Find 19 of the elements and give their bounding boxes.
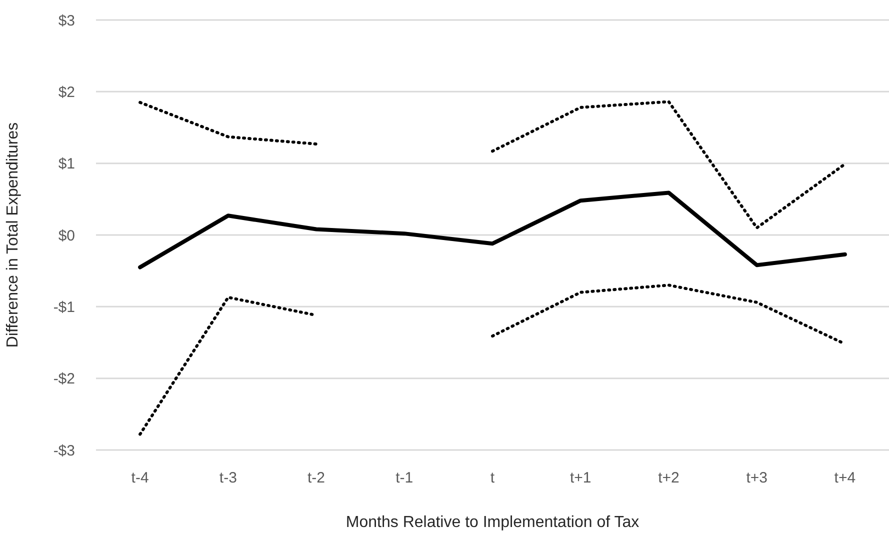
- y-tick-label: -$1: [53, 298, 75, 316]
- x-axis-title: Months Relative to Implementation of Tax: [346, 514, 640, 531]
- y-tick-label: -$3: [53, 442, 75, 460]
- y-tick-label: -$2: [53, 370, 75, 388]
- y-tick-label: $2: [58, 84, 75, 101]
- y-tick-label: $0: [58, 227, 75, 244]
- y-tick-label: $3: [58, 12, 75, 30]
- x-tick-label: t-1: [396, 470, 414, 487]
- x-tick-label: t: [490, 470, 496, 487]
- x-tick-label: t-2: [308, 470, 326, 487]
- x-tick-label: t+2: [658, 470, 680, 487]
- y-axis-title: Difference in Total Expenditures: [4, 122, 22, 348]
- x-tick-label: t+4: [834, 470, 856, 487]
- line-series: [138, 190, 847, 270]
- x-tick-label: t-3: [219, 470, 237, 487]
- y-tick-label: $1: [58, 156, 75, 173]
- x-tick-label: t-4: [131, 470, 149, 487]
- x-tick-label: t+1: [570, 470, 592, 487]
- x-tick-label: t+3: [746, 470, 768, 487]
